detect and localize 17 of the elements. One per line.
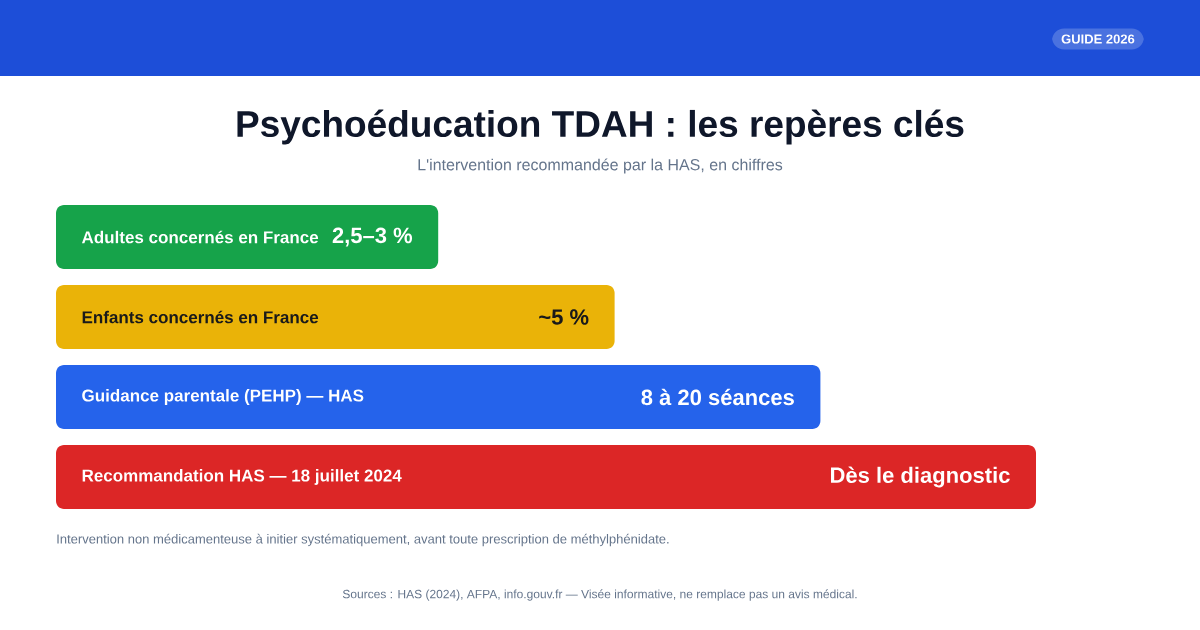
text: GUIDE 2026 (1061, 34, 1135, 44)
bar (56, 285, 615, 349)
source-note: Sources : HAS (2024), AFPA, info.gouv.fr — Visée informative, ne remplace pas un avis médical. (342, 589, 857, 601)
y-tick-label: Adultes concernés en France (81, 230, 319, 244)
bar (56, 365, 821, 430)
bar (56, 205, 439, 270)
y-tick-label: Enfants concernés en France (82, 310, 319, 324)
y-tick-label: Guidance parentale (PEHP) — HAS (82, 389, 364, 405)
annotation: Dès le diagnostic (831, 466, 1010, 488)
chart-subtitle: L'intervention recommandée par la HAS, en chiffres (418, 158, 783, 174)
bar (56, 445, 1037, 509)
annotation: 8 à 20 séances (641, 388, 794, 406)
text: Intervention non médicamenteuse à initier systématiquement, avant toute prescription de méthylphénidate. (57, 533, 669, 547)
annotation: 2,5–3 % (332, 227, 413, 247)
annotation: ~5 % (539, 309, 589, 325)
chart-title: Psychoéducation TDAH : les repères clés (237, 109, 964, 145)
y-tick-label: Recommandation HAS — 18 juillet 2024 (82, 469, 402, 485)
